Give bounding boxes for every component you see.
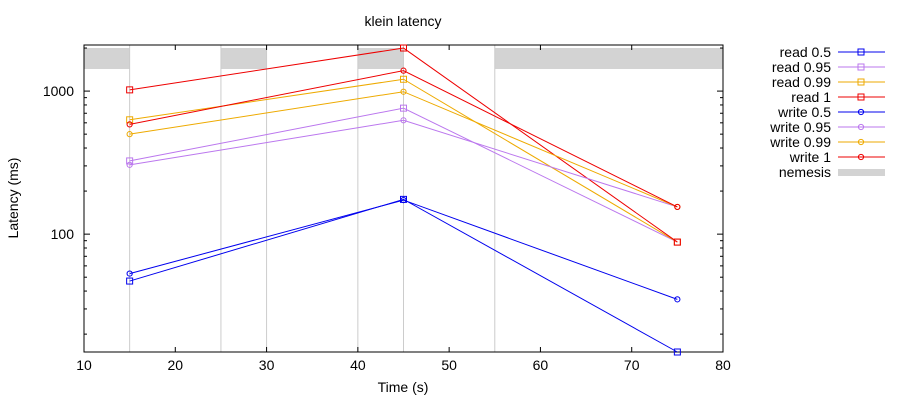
y-axis-label: Latency (ms) xyxy=(5,158,21,239)
data-point xyxy=(126,121,133,128)
data-point xyxy=(673,348,681,356)
axis-ticks: 10 20 30 40 50 60 70 80 100 1000 xyxy=(43,45,731,373)
data-point xyxy=(400,67,407,74)
series-line xyxy=(129,91,678,208)
x-tick-label: 80 xyxy=(715,357,731,373)
x-tick-label: 50 xyxy=(441,357,457,373)
nemesis-layer xyxy=(83,45,724,352)
data-point xyxy=(673,238,681,246)
x-axis-label: Time (s) xyxy=(378,379,429,395)
legend-marker-read-0-95 xyxy=(857,63,865,71)
data-point xyxy=(400,196,407,204)
legend-marker-read-0-99 xyxy=(857,78,865,86)
legend-label-read-0-99: read 0.99 xyxy=(772,74,831,90)
data-point xyxy=(126,157,134,165)
data-point xyxy=(400,104,407,112)
y-tick-label: 1000 xyxy=(43,83,74,99)
series-read-1 xyxy=(126,44,681,246)
legend-label-write-0-5: write 0.5 xyxy=(777,104,831,120)
x-tick-label: 20 xyxy=(167,357,183,373)
x-tick-label: 70 xyxy=(624,357,640,373)
legend-marker-write-1 xyxy=(857,153,865,161)
series-line xyxy=(129,47,678,243)
legend-marker-read-1 xyxy=(857,93,865,101)
legend-marker-read-0-5 xyxy=(857,48,865,56)
legend-label-read-0-5: read 0.5 xyxy=(780,44,832,60)
data-point xyxy=(126,131,133,138)
nemesis-band xyxy=(494,48,723,69)
data-point xyxy=(400,88,407,95)
legend-label-write-0-99: write 0.99 xyxy=(769,134,831,150)
series-write-0-5 xyxy=(126,196,681,303)
legend-label-write-1: write 1 xyxy=(789,149,831,165)
legend-label-read-0-95: read 0.95 xyxy=(772,59,831,75)
legend-swatch-nemesis xyxy=(838,169,885,176)
series-line xyxy=(129,70,678,208)
series-line xyxy=(129,107,678,243)
data-point xyxy=(674,296,681,303)
x-tick-label: 30 xyxy=(259,357,275,373)
data-point xyxy=(126,86,134,94)
legend-label-nemesis: nemesis xyxy=(779,164,831,180)
data-point xyxy=(126,277,134,285)
data-point xyxy=(400,75,407,83)
series-line xyxy=(129,198,678,353)
y-tick-label: 100 xyxy=(51,226,75,242)
legend-label-write-0-95: write 0.95 xyxy=(769,119,831,135)
chart-title: klein latency xyxy=(364,13,441,29)
x-tick-label: 60 xyxy=(533,357,549,373)
nemesis-band xyxy=(84,48,130,69)
data-point xyxy=(126,270,133,277)
x-tick-label: 40 xyxy=(350,357,366,373)
data-point xyxy=(126,161,133,168)
legend-label-read-1: read 1 xyxy=(791,89,831,105)
legend-marker-write-0-5 xyxy=(857,108,865,116)
data-point xyxy=(674,203,681,211)
data-point xyxy=(126,116,134,124)
data-point xyxy=(400,117,407,124)
data-point xyxy=(400,44,407,52)
nemesis-band xyxy=(220,48,267,69)
series-write-1 xyxy=(126,67,681,211)
series-line xyxy=(129,199,678,300)
series-layer xyxy=(126,44,681,356)
x-tick-label: 10 xyxy=(76,357,92,373)
series-line xyxy=(129,119,678,208)
legend-marker-write-0-95 xyxy=(857,123,865,131)
legend-marker-write-0-99 xyxy=(857,138,865,146)
